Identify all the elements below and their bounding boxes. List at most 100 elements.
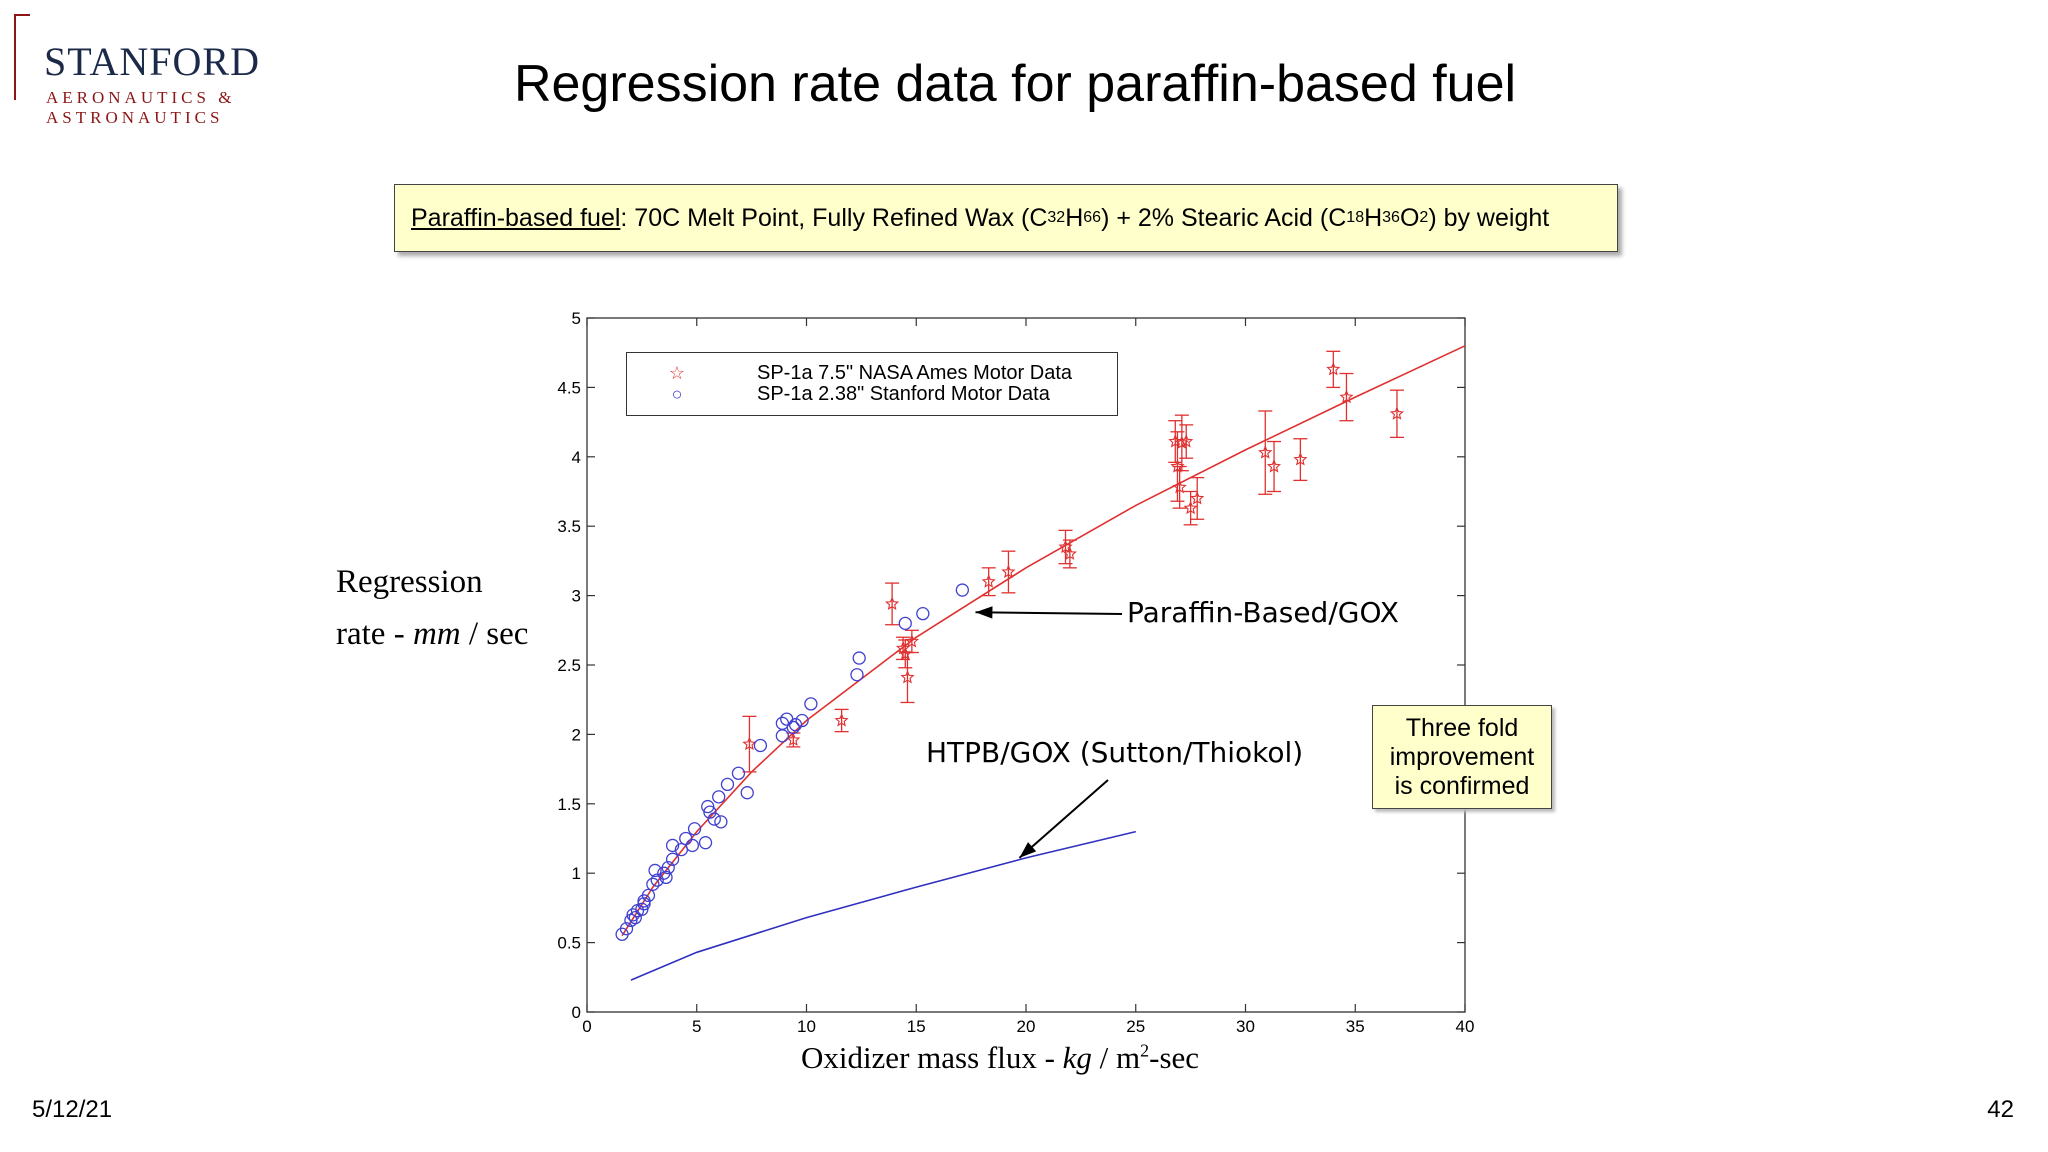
- page-number: 42: [1987, 1096, 2014, 1123]
- stanford-data-point: [852, 651, 866, 665]
- y-tick-label: 1.5: [557, 795, 581, 814]
- x-tick-label: 15: [907, 1017, 926, 1036]
- x-tick-label: 10: [797, 1017, 816, 1036]
- y-label-unit: mm: [412, 616, 461, 652]
- stanford-data-point: [786, 720, 800, 735]
- logo-bracket: [14, 14, 30, 100]
- x-tick-label: 25: [1126, 1017, 1145, 1036]
- stanford-data-point: [707, 812, 721, 826]
- stanford-data-point: [775, 729, 790, 743]
- y-tick-label: 4: [572, 448, 581, 467]
- fuel-text: ) by weight: [1428, 203, 1550, 232]
- nasa-data-point: [742, 736, 757, 751]
- fuel-text: O: [1399, 203, 1420, 232]
- nasa-data-point: [896, 640, 911, 655]
- stanford-data-point: [698, 836, 713, 850]
- stanford-data-point: [665, 852, 680, 866]
- footer-date: 5/12/21: [32, 1096, 113, 1123]
- fuel-sub: 66: [1083, 209, 1102, 226]
- x-tick-label: 20: [1017, 1017, 1036, 1036]
- fuel-text: H: [1364, 203, 1383, 232]
- chart-legend: ☆ SP-1a 7.5" NASA Ames Motor Data ○ SP-1…: [626, 352, 1118, 416]
- stanford-data-point: [850, 668, 864, 682]
- y-tick-label: 5: [572, 309, 581, 328]
- stanford-data-point: [665, 838, 680, 853]
- slide-title: Regression rate data for paraffin-based …: [513, 55, 1517, 113]
- stanford-data-point: [619, 922, 634, 936]
- legend-label-nasa: SP-1a 7.5" NASA Ames Motor Data: [757, 362, 1073, 384]
- stanford-logo: STANFORD AERONAUTICS & ASTRONAUTICS: [14, 14, 259, 127]
- stanford-data-point: [955, 583, 969, 597]
- nasa-data-point: [1266, 459, 1282, 473]
- stanford-data-point: [731, 766, 746, 780]
- y-label-text: rate -: [336, 616, 413, 652]
- stanford-data-point: [795, 713, 809, 728]
- y-tick-label: 3.5: [557, 517, 581, 536]
- logo-subtitle-2: ASTRONAUTICS: [46, 108, 224, 127]
- fuel-text: : 70C Melt Point, Fully Refined Wax (C: [620, 203, 1048, 232]
- logo-name: STANFORD: [44, 39, 260, 84]
- stanford-data-point: [740, 786, 754, 800]
- x-tick-label: 40: [1456, 1017, 1475, 1036]
- fuel-text: H: [1065, 203, 1084, 232]
- y-tick-label: 3: [572, 587, 581, 606]
- htpb-arrow-head: [1019, 842, 1037, 858]
- nasa-data-point: [1258, 445, 1273, 459]
- nasa-data-point: [1339, 389, 1354, 404]
- fuel-text: ) + 2% Stearic Acid (C: [1101, 203, 1347, 232]
- legend-item-stanford: ○ SP-1a 2.38" Stanford Motor Data: [627, 383, 1117, 405]
- stanford-data-point: [712, 790, 726, 804]
- stanford-data-point: [703, 805, 717, 819]
- callout-line-3: is confirmed: [1394, 772, 1530, 800]
- paraffin-arrow: [975, 611, 1123, 615]
- x-label-text: Oxidizer mass flux -: [800, 1040, 1063, 1075]
- nasa-data-point: [1293, 452, 1308, 466]
- logo-subtitle-1: AERONAUTICS &: [46, 88, 236, 107]
- stanford-data-point: [916, 606, 930, 621]
- y-axis-label-line1: Regression: [336, 564, 483, 600]
- x-label-unit: kg: [1062, 1040, 1092, 1075]
- y-tick-label: 2.5: [557, 656, 581, 675]
- nasa-data-point: [885, 596, 900, 610]
- callout-line-1: Three fold: [1405, 714, 1519, 742]
- stanford-data-point: [646, 877, 660, 891]
- htpb-curve-annotation: HTPB/GOX (Sutton/Thiokol): [926, 736, 1304, 769]
- nasa-data-point: [1183, 500, 1198, 515]
- callout-line-2: improvement: [1389, 743, 1535, 771]
- nasa-data-point: [1190, 490, 1205, 505]
- y-tick-label: 0.5: [557, 934, 581, 953]
- stanford-data-point: [788, 718, 803, 732]
- stanford-data-point: [685, 838, 700, 853]
- y-tick-label: 4.5: [557, 378, 581, 397]
- nasa-data-point: [900, 670, 915, 684]
- stanford-data-point: [648, 863, 662, 878]
- stanford-data-point: [661, 860, 675, 875]
- stanford-data-point: [753, 738, 768, 753]
- fuel-description-box: Paraffin-based fuel: 70C Melt Point, Ful…: [394, 184, 1618, 252]
- paraffin-fit-curve: [621, 345, 1466, 937]
- y-tick-label: 0: [572, 1003, 581, 1022]
- htpb-arrow: [1018, 779, 1109, 859]
- nasa-data-point: [786, 732, 801, 746]
- stanford-data-point: [687, 822, 702, 836]
- stanford-data-point: [720, 777, 735, 792]
- x-label-text: -sec: [1149, 1040, 1200, 1075]
- stanford-data-point: [650, 873, 664, 887]
- circle-marker-icon: ○: [671, 384, 683, 404]
- paraffin-curve-annotation: Paraffin-Based/GOX: [1127, 596, 1399, 629]
- nasa-data-point: [1001, 564, 1016, 579]
- nasa-data-point: [904, 633, 919, 648]
- y-tick-label: 1: [572, 864, 581, 883]
- legend-label-stanford: SP-1a 2.38" Stanford Motor Data: [757, 383, 1050, 405]
- x-tick-label: 5: [692, 1017, 701, 1036]
- x-tick-label: 30: [1236, 1017, 1255, 1036]
- nasa-data-point: [981, 574, 996, 588]
- paraffin-arrow-head: [975, 606, 993, 619]
- stanford-data-point: [701, 799, 715, 814]
- star-marker-icon: ☆: [668, 363, 686, 383]
- stanford-data-point: [804, 697, 818, 711]
- x-axis-label: Oxidizer mass flux - kg / m2-sec: [600, 1040, 1400, 1076]
- y-axis-label: Regression rate - mm / sec: [336, 556, 528, 660]
- nasa-data-point: [1179, 434, 1194, 448]
